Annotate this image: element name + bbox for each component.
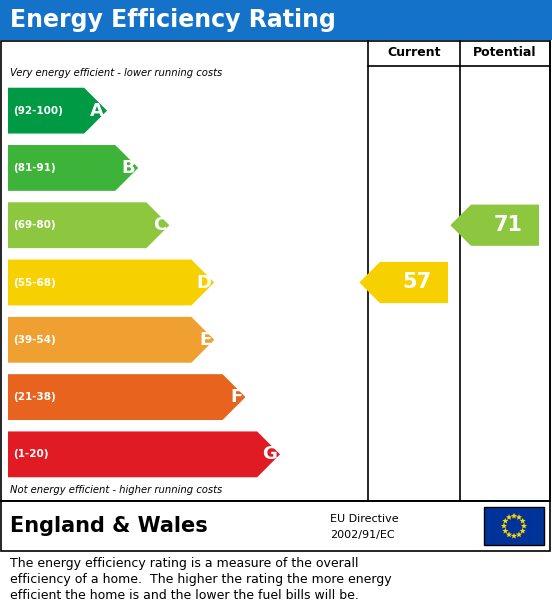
Polygon shape [8, 259, 214, 305]
Polygon shape [516, 531, 522, 537]
Text: Current: Current [388, 47, 440, 59]
Text: (55-68): (55-68) [13, 278, 56, 287]
Polygon shape [516, 514, 522, 520]
Polygon shape [8, 88, 107, 134]
Polygon shape [519, 528, 526, 533]
Text: (21-38): (21-38) [13, 392, 56, 402]
Text: A: A [90, 102, 104, 120]
Bar [1, 41, 550, 501]
Polygon shape [506, 531, 512, 537]
Polygon shape [8, 202, 169, 248]
Text: (39-54): (39-54) [13, 335, 56, 345]
Text: D: D [197, 273, 211, 292]
Polygon shape [519, 518, 526, 524]
Polygon shape [511, 513, 517, 519]
Text: Not energy efficient - higher running costs: Not energy efficient - higher running co… [10, 485, 222, 495]
Text: Potential: Potential [473, 47, 537, 59]
Text: EU Directive: EU Directive [330, 514, 399, 524]
Bar [1, 501, 550, 551]
Text: 57: 57 [402, 273, 432, 292]
Text: efficient the home is and the lower the fuel bills will be.: efficient the home is and the lower the … [10, 589, 359, 602]
Polygon shape [8, 317, 214, 363]
Text: efficiency of a home.  The higher the rating the more energy: efficiency of a home. The higher the rat… [10, 573, 391, 586]
Text: C: C [153, 216, 166, 234]
Text: (92-100): (92-100) [13, 105, 63, 116]
Text: F: F [230, 388, 242, 406]
Polygon shape [506, 514, 512, 520]
Polygon shape [8, 432, 280, 478]
Polygon shape [501, 523, 507, 528]
Polygon shape [8, 374, 246, 420]
Text: Very energy efficient - lower running costs: Very energy efficient - lower running co… [10, 68, 222, 78]
Text: (1-20): (1-20) [13, 449, 49, 459]
Text: Energy Efficiency Rating: Energy Efficiency Rating [10, 8, 336, 32]
Bar [484, 507, 544, 545]
Text: 2002/91/EC: 2002/91/EC [330, 530, 395, 540]
Text: E: E [199, 331, 211, 349]
Text: B: B [121, 159, 135, 177]
Text: England & Wales: England & Wales [10, 516, 208, 536]
Polygon shape [359, 262, 448, 303]
Polygon shape [8, 145, 138, 191]
Polygon shape [502, 518, 508, 524]
Bar [0, 0, 552, 40]
Polygon shape [502, 528, 508, 533]
Polygon shape [521, 523, 527, 528]
Text: 71: 71 [493, 215, 523, 235]
Text: G: G [262, 446, 277, 463]
Polygon shape [511, 533, 517, 539]
Text: (81-91): (81-91) [13, 163, 56, 173]
Text: The energy efficiency rating is a measure of the overall: The energy efficiency rating is a measur… [10, 557, 358, 570]
Polygon shape [450, 205, 539, 246]
Text: (69-80): (69-80) [13, 220, 56, 230]
